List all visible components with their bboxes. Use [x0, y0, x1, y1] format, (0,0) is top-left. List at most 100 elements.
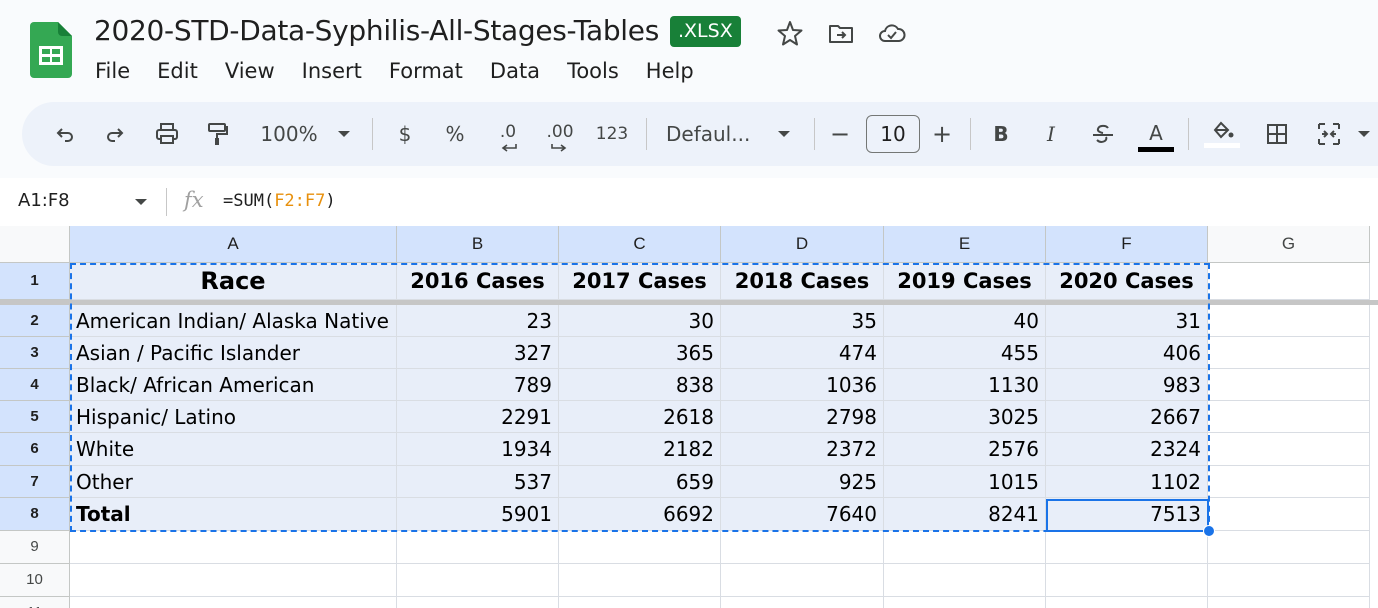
- menu-view[interactable]: View: [224, 59, 275, 83]
- row-header-8[interactable]: 8: [0, 498, 70, 531]
- increase-font-size-button[interactable]: +: [931, 120, 953, 148]
- row-header-1[interactable]: 1: [0, 263, 70, 300]
- empty-cell[interactable]: [397, 597, 559, 608]
- empty-cell[interactable]: [721, 597, 884, 608]
- row-header-10[interactable]: 10: [0, 564, 70, 597]
- value-cell[interactable]: 838: [559, 369, 721, 401]
- value-cell[interactable]: 1015: [884, 466, 1046, 498]
- strikethrough-icon[interactable]: [1088, 102, 1118, 166]
- value-cell[interactable]: 789: [397, 369, 559, 401]
- value-cell[interactable]: 537: [397, 466, 559, 498]
- empty-cell[interactable]: [1208, 369, 1370, 401]
- header-cell[interactable]: 2017 Cases: [559, 263, 721, 300]
- empty-cell[interactable]: [1208, 498, 1370, 531]
- row-label-cell[interactable]: Hispanic/ Latino: [70, 401, 397, 433]
- empty-cell[interactable]: [70, 597, 397, 608]
- font-family-select[interactable]: Defaul...: [666, 122, 751, 146]
- value-cell[interactable]: 30: [559, 305, 721, 337]
- empty-cell[interactable]: [1046, 564, 1208, 597]
- empty-cell[interactable]: [1046, 531, 1208, 564]
- undo-icon[interactable]: [50, 102, 80, 166]
- select-all-corner[interactable]: [0, 226, 70, 263]
- value-cell[interactable]: 2182: [559, 433, 721, 466]
- empty-cell[interactable]: [559, 564, 721, 597]
- empty-cell[interactable]: [1046, 597, 1208, 608]
- empty-cell[interactable]: [1208, 564, 1370, 597]
- empty-cell[interactable]: [1208, 597, 1370, 608]
- value-cell[interactable]: 2576: [884, 433, 1046, 466]
- menu-tools[interactable]: Tools: [567, 59, 619, 83]
- column-header-b[interactable]: B: [397, 226, 559, 263]
- fill-handle[interactable]: [1203, 525, 1215, 537]
- empty-cell[interactable]: [397, 531, 559, 564]
- column-header-e[interactable]: E: [884, 226, 1046, 263]
- header-cell[interactable]: Race: [70, 263, 397, 300]
- menu-help[interactable]: Help: [645, 59, 694, 83]
- redo-icon[interactable]: [100, 102, 130, 166]
- header-cell[interactable]: 2019 Cases: [884, 263, 1046, 300]
- document-title[interactable]: 2020-STD-Data-Syphilis-All-Stages-Tables: [94, 14, 659, 47]
- empty-cell[interactable]: [559, 531, 721, 564]
- value-cell[interactable]: 6692: [559, 498, 721, 531]
- italic-button[interactable]: I: [1047, 122, 1055, 146]
- header-cell[interactable]: 2016 Cases: [397, 263, 559, 300]
- row-header-3[interactable]: 3: [0, 337, 70, 369]
- empty-cell[interactable]: [1208, 263, 1370, 300]
- chevron-down-icon[interactable]: [334, 102, 354, 166]
- name-box[interactable]: A1:F8: [18, 190, 70, 211]
- row-header-9[interactable]: 9: [0, 531, 70, 564]
- chevron-down-icon[interactable]: [134, 198, 148, 206]
- empty-cell[interactable]: [559, 597, 721, 608]
- row-header-7[interactable]: 7: [0, 466, 70, 498]
- decrease-font-size-button[interactable]: −: [829, 120, 851, 148]
- value-cell[interactable]: 1130: [884, 369, 1046, 401]
- value-cell[interactable]: 2291: [397, 401, 559, 433]
- value-cell[interactable]: 659: [559, 466, 721, 498]
- chevron-down-icon[interactable]: [774, 102, 794, 166]
- value-cell[interactable]: 31: [1046, 305, 1208, 337]
- paint-format-icon[interactable]: [200, 102, 234, 166]
- row-label-cell[interactable]: Black/ African American: [70, 369, 397, 401]
- column-header-a[interactable]: A: [70, 226, 397, 263]
- value-cell[interactable]: 7513: [1046, 498, 1208, 531]
- empty-cell[interactable]: [397, 564, 559, 597]
- menu-edit[interactable]: Edit: [157, 59, 198, 83]
- increase-decimal-button[interactable]: .00: [538, 102, 582, 166]
- zoom-select[interactable]: 100%: [260, 122, 318, 146]
- value-cell[interactable]: 5901: [397, 498, 559, 531]
- menu-data[interactable]: Data: [489, 59, 541, 83]
- value-cell[interactable]: 8241: [884, 498, 1046, 531]
- empty-cell[interactable]: [884, 564, 1046, 597]
- fill-color-icon[interactable]: [1202, 102, 1242, 166]
- empty-cell[interactable]: [1208, 305, 1370, 337]
- empty-cell[interactable]: [1208, 531, 1370, 564]
- empty-cell[interactable]: [884, 531, 1046, 564]
- value-cell[interactable]: 1102: [1046, 466, 1208, 498]
- number-format-button[interactable]: 123: [595, 124, 629, 144]
- value-cell[interactable]: 2798: [721, 401, 884, 433]
- menu-insert[interactable]: Insert: [301, 59, 362, 83]
- menu-file[interactable]: File: [95, 59, 131, 83]
- empty-cell[interactable]: [70, 564, 397, 597]
- column-header-c[interactable]: C: [559, 226, 721, 263]
- row-header-5[interactable]: 5: [0, 401, 70, 433]
- header-cell[interactable]: 2020 Cases: [1046, 263, 1208, 300]
- value-cell[interactable]: 2667: [1046, 401, 1208, 433]
- empty-cell[interactable]: [721, 564, 884, 597]
- row-header-2[interactable]: 2: [0, 305, 70, 337]
- value-cell[interactable]: 40: [884, 305, 1046, 337]
- value-cell[interactable]: 35: [721, 305, 884, 337]
- value-cell[interactable]: 365: [559, 337, 721, 369]
- value-cell[interactable]: 7640: [721, 498, 884, 531]
- value-cell[interactable]: 2618: [559, 401, 721, 433]
- empty-cell[interactable]: [884, 597, 1046, 608]
- move-folder-icon[interactable]: [826, 18, 856, 48]
- frozen-row-divider[interactable]: [0, 300, 1378, 305]
- currency-format-button[interactable]: $: [398, 122, 412, 146]
- empty-cell[interactable]: [1208, 337, 1370, 369]
- cloud-status-icon[interactable]: [877, 18, 907, 48]
- value-cell[interactable]: 406: [1046, 337, 1208, 369]
- percent-format-button[interactable]: %: [445, 122, 465, 146]
- value-cell[interactable]: 3025: [884, 401, 1046, 433]
